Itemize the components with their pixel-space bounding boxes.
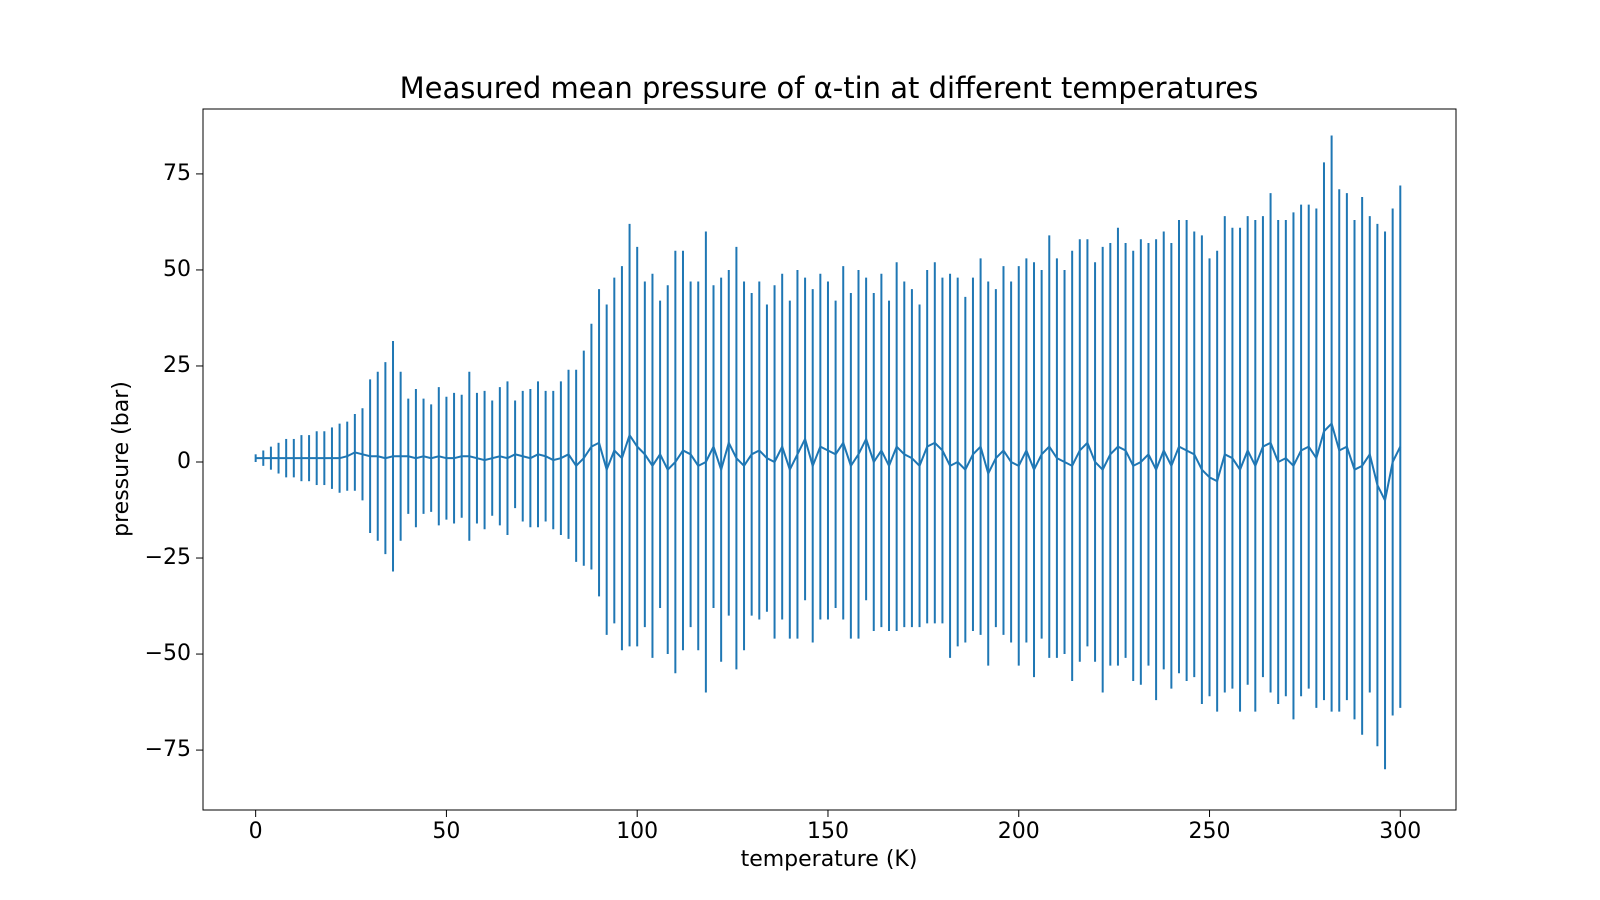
y-tick-label: −25 [145,545,191,570]
x-tick-label: 200 [998,819,1040,844]
y-tick-label: −50 [145,641,191,666]
x-axis-label: temperature (K) [741,847,918,872]
y-tick-label: 50 [163,257,191,282]
x-tick-label: 50 [432,819,460,844]
x-tick-label: 100 [616,819,658,844]
x-tick-label: 0 [249,819,263,844]
x-tick-label: 150 [807,819,849,844]
x-tick-label: 300 [1379,819,1421,844]
y-tick-label: 75 [163,161,191,186]
y-axis-label: pressure (bar) [109,381,134,537]
y-tick-label: 25 [163,353,191,378]
x-tick-label: 250 [1189,819,1231,844]
plot-frame [202,108,1457,811]
chart-title: Measured mean pressure of α-tin at diffe… [400,71,1259,105]
y-tick-label: −75 [145,737,191,762]
mean-line [255,421,1402,504]
y-tick-label: 0 [177,449,191,474]
